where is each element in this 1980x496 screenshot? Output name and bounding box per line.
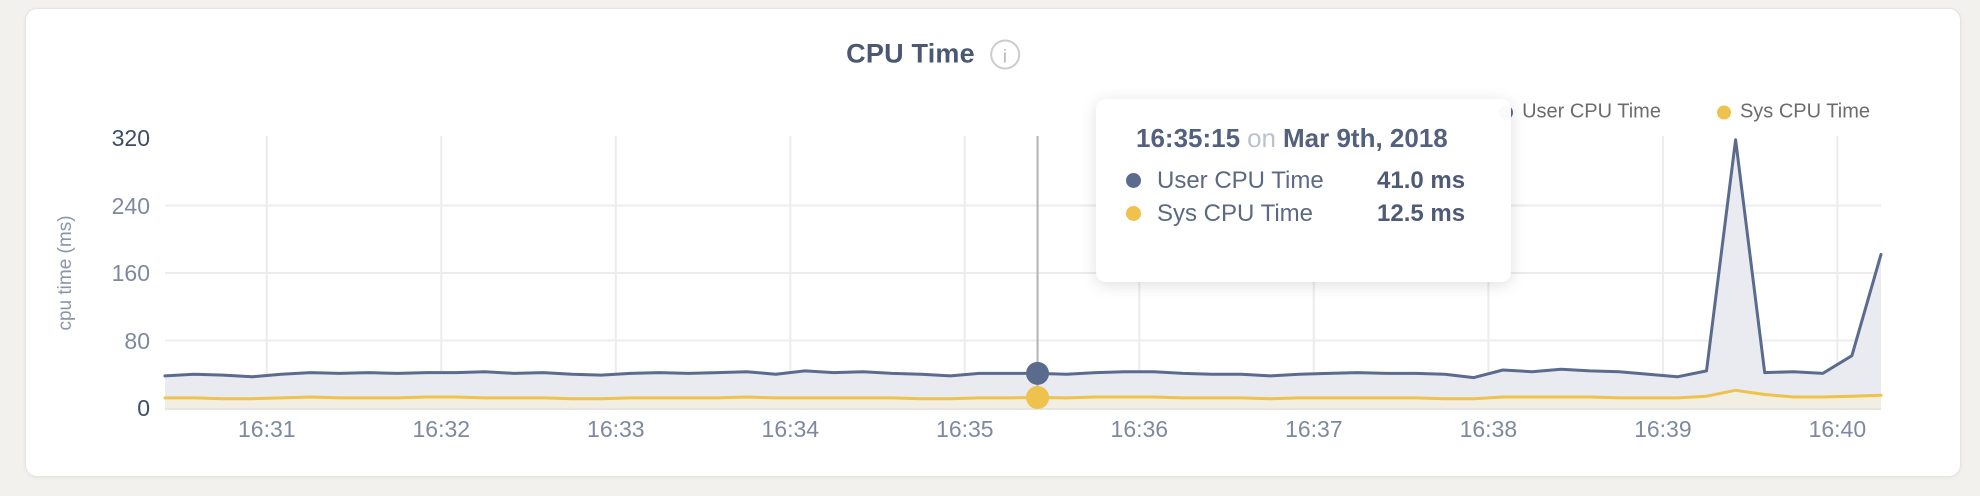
y-tick-label: 0	[137, 395, 150, 421]
x-tick-label: 16:35	[936, 416, 994, 442]
tooltip-row-sys: Sys CPU Time 12.5 ms	[1126, 197, 1485, 230]
tooltip-dot-user-icon	[1126, 173, 1141, 188]
chart-title: CPU Time	[846, 38, 975, 69]
info-icon[interactable]: i	[989, 39, 1020, 69]
tooltip-value-sys: 12.5 ms	[1377, 199, 1466, 227]
tooltip-time: 16:35:15	[1136, 123, 1241, 153]
legend-item-sys[interactable]: Sys CPU Time	[1716, 100, 1870, 124]
tooltip-label-user: User CPU Time	[1157, 166, 1324, 194]
y-tick-label: 240	[111, 192, 150, 219]
y-tick-label: 80	[124, 327, 150, 354]
x-tick-label: 16:32	[412, 416, 471, 442]
legend-label-sys: Sys CPU Time	[1739, 100, 1870, 123]
x-tick-label: 16:36	[1110, 416, 1169, 442]
x-tick-label: 16:39	[1634, 416, 1692, 442]
tooltip-value-user: 41.0 ms	[1377, 166, 1466, 194]
tooltip-conjunction: on	[1247, 123, 1276, 153]
tooltip-header: 16:35:15 on Mar 9th, 2018	[1136, 123, 1485, 154]
x-tick-label: 16:33	[587, 416, 645, 442]
x-tick-label: 16:38	[1459, 416, 1518, 442]
x-tick-label: 16:34	[761, 416, 820, 442]
legend-dot-sys-icon	[1716, 105, 1731, 119]
tooltip-label-sys: Sys CPU Time	[1157, 199, 1314, 227]
x-tick-label: 16:31	[238, 416, 296, 442]
tooltip-row-user: User CPU Time 41.0 ms	[1126, 164, 1485, 197]
y-tick-label: 320	[111, 125, 150, 151]
tooltip-dot-sys-icon	[1126, 206, 1141, 221]
legend-label-user: User CPU Time	[1522, 100, 1661, 123]
chart-tooltip: 16:35:15 on Mar 9th, 2018 User CPU Time 41…	[1096, 99, 1511, 282]
tooltip-date: Mar 9th, 2018	[1283, 123, 1448, 153]
chart-title-row: CPU Time i	[846, 39, 1020, 70]
x-tick-label: 16:40	[1808, 416, 1867, 442]
x-tick-label: 16:37	[1285, 416, 1343, 442]
y-tick-label: 160	[111, 260, 150, 286]
